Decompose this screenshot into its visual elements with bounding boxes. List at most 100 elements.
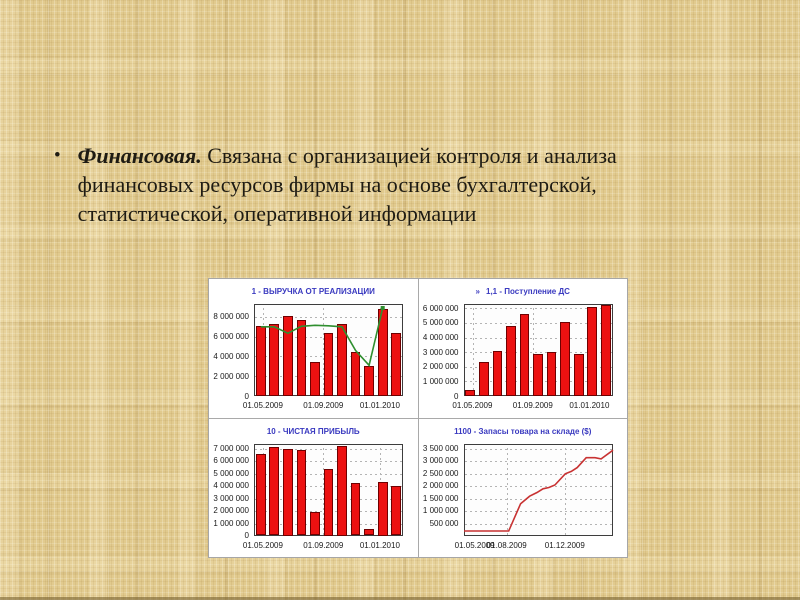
bar	[323, 469, 334, 536]
bullet-item: • Финансовая. Связана с организацией кон…	[54, 141, 700, 228]
bar	[533, 354, 543, 396]
chart-title: 10 - ЧИСТАЯ ПРИБЫЛЬ	[209, 427, 418, 436]
bar	[310, 511, 320, 536]
x-axis-label: 01.05.2009	[242, 540, 283, 550]
y-axis-label: 4 000 000	[213, 351, 249, 361]
bar	[506, 325, 516, 396]
x-axis-label: 01.05.2009	[454, 540, 495, 550]
y-gridline	[464, 473, 612, 475]
y-axis-label: 5 000 000	[422, 318, 459, 328]
y-gridline	[464, 308, 612, 309]
bar	[600, 304, 611, 396]
chart-net-profit: 10 - ЧИСТАЯ ПРИБЫЛЬ 0 1 000 000 2 000 000 3…	[209, 418, 418, 557]
bullet-lead-text: Финансовая.	[77, 143, 202, 168]
chart-revenue-from-sales: 1 - ВЫРУЧКА ОТ РЕАЛИЗАЦИИ 0 2 000 000 4 00…	[209, 279, 418, 418]
bar	[296, 449, 307, 536]
bar	[492, 350, 503, 396]
plot-area	[463, 443, 613, 536]
y-gridline	[464, 460, 612, 462]
y-axis-label: 8 000 000	[213, 312, 249, 322]
y-axis-label: 2 500 000	[422, 468, 459, 478]
x-gridline	[323, 444, 324, 535]
x-axis-label: 01.12.2009	[544, 540, 585, 550]
y-gridline	[464, 323, 612, 324]
y-axis-label: 0	[244, 391, 249, 401]
y-axis-label: 1 000 000	[422, 506, 459, 516]
bar	[391, 485, 402, 536]
bullet-body-text: Связана с организацией контроля и анализ…	[77, 143, 617, 226]
y-axis-label: 6 000 000	[213, 456, 249, 466]
y-gridline	[464, 485, 612, 487]
y-axis-label: 2 000 000	[422, 481, 459, 491]
y-axis-label: 3 500 000	[422, 443, 459, 453]
x-axis-label: 01.08.2009	[486, 540, 527, 550]
x-axis-label: 01.09.2009	[303, 401, 344, 410]
x-axis-label: 01.05.2009	[452, 401, 493, 410]
chart-title: 1100 - Запасы товара на складе ($)	[419, 427, 628, 436]
y-axis-label: 4 000 000	[213, 481, 249, 491]
y-axis-label: 5 000 000	[213, 468, 249, 478]
x-axis-label: 01.09.2009	[512, 401, 553, 410]
y-axis-label: 6 000 000	[422, 303, 459, 313]
bar	[283, 316, 293, 396]
bullet-text: Финансовая. Связана с организацией контр…	[78, 141, 700, 228]
y-gridline	[464, 510, 612, 512]
chart-title: 1 - ВЫРУЧКА ОТ РЕАЛИЗАЦИИ	[209, 287, 418, 296]
y-axis-label: 0	[454, 391, 459, 401]
bar	[573, 353, 584, 396]
bar	[587, 306, 598, 396]
chart-title-prefix: »	[475, 287, 480, 296]
x-axis-label: 01.01.2010	[359, 540, 400, 550]
y-axis-label: 3 000 000	[422, 347, 459, 357]
x-axis-label: 01.05.2009	[242, 401, 283, 410]
bullet-marker: •	[54, 145, 61, 166]
bar	[337, 323, 347, 396]
bar	[255, 454, 266, 536]
y-axis-label: 2 000 000	[213, 506, 249, 516]
chart-title-text: 1,1 - Поступление ДС	[486, 287, 570, 296]
bar	[269, 324, 280, 396]
bar	[465, 390, 476, 396]
y-axis-label: 4 000 000	[422, 333, 459, 343]
y-gridline	[464, 338, 612, 339]
bar	[350, 351, 361, 396]
bar	[546, 351, 557, 396]
x-axis-label: 01.01.2010	[569, 401, 610, 410]
bar	[323, 332, 334, 396]
y-axis-label: 1 500 000	[422, 493, 459, 503]
chart-title: » 1,1 - Поступление ДС	[419, 287, 628, 296]
y-axis-label: 6 000 000	[213, 332, 249, 342]
y-axis-label: 0	[244, 531, 249, 540]
y-axis-label: 3 000 000	[213, 493, 249, 503]
chart-title-text: 10 - ЧИСТАЯ ПРИБЫЛЬ	[266, 426, 360, 436]
bar	[478, 362, 489, 396]
bar	[350, 483, 361, 536]
bar	[377, 482, 388, 536]
slide-bottom-edge	[0, 597, 800, 600]
charts-panel: 1 - ВЫРУЧКА ОТ РЕАЛИЗАЦИИ 0 2 000 000 4 00…	[208, 278, 628, 558]
chart-title-text: 1100 - Запасы товара на складе ($)	[454, 426, 592, 436]
y-gridline	[464, 352, 612, 353]
bar	[364, 529, 375, 536]
x-axis-label: 01.01.2010	[359, 401, 400, 410]
y-gridline	[255, 448, 402, 450]
x-gridline	[564, 444, 566, 535]
x-gridline	[506, 444, 508, 535]
y-gridline	[464, 523, 612, 525]
bar	[391, 332, 402, 396]
bar	[337, 446, 347, 536]
y-axis-label: 3 000 000	[422, 456, 459, 466]
bar	[283, 448, 293, 536]
y-axis-label: 7 000 000	[213, 443, 249, 453]
bar	[377, 308, 388, 396]
y-gridline	[464, 448, 612, 450]
chart-warehouse-stock: 1100 - Запасы товара на складе ($) 500 0…	[418, 418, 628, 557]
y-axis-label: 1 000 000	[422, 376, 459, 386]
bar	[560, 322, 570, 396]
x-gridline	[472, 305, 474, 395]
bar	[255, 325, 266, 396]
x-axis-label: 01.09.2009	[303, 540, 344, 550]
bar	[310, 362, 320, 396]
chart-title-text: 1 - ВЫРУЧКА ОТ РЕАЛИЗАЦИИ	[251, 287, 375, 296]
